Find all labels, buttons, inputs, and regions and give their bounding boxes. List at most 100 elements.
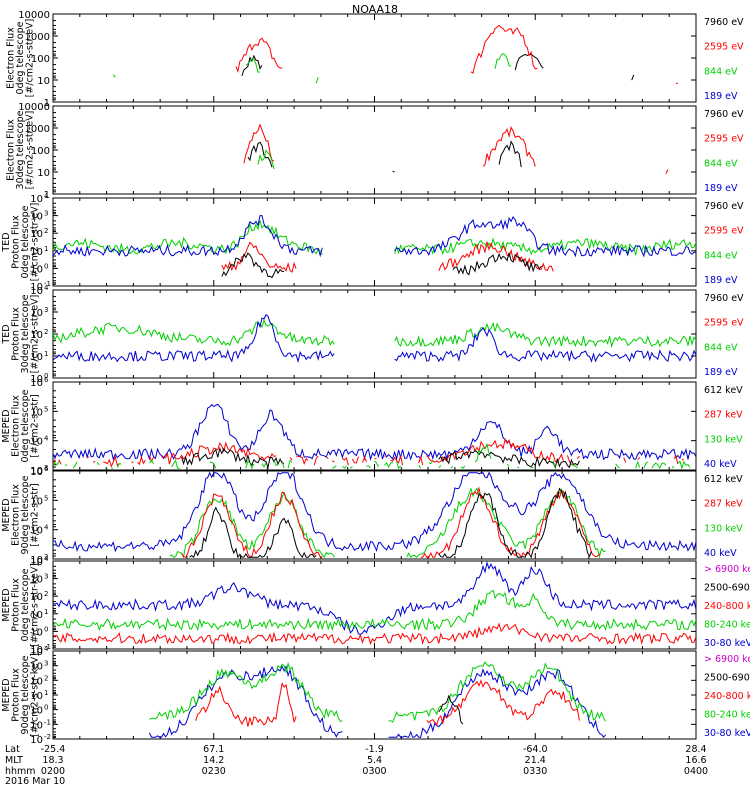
x-tick-label: -25.4 — [41, 744, 66, 755]
ylabel-line: [#/cm2-s-str-eV] — [29, 295, 40, 374]
ylabel-line: Proton Flux — [10, 668, 21, 722]
ylabel-line: 0deg telescope — [20, 389, 31, 462]
legend-entry: > 6900 keV — [704, 654, 750, 665]
series-group — [53, 403, 696, 468]
ylabel-line: Proton Flux — [10, 578, 21, 632]
x-tick-label: 0400 — [684, 766, 708, 777]
ytick-label: 10000 — [18, 10, 50, 21]
ytick-label: 10 — [30, 627, 43, 638]
ylabel-line: Proton Flux — [10, 215, 21, 269]
ytick-label: 10 — [30, 308, 43, 319]
legend-entry: 287 keV — [704, 499, 743, 510]
series-line — [235, 24, 678, 84]
panel-ted-e-0: 10000 1000 100 10 1 Electron Flux0deg telesco… — [6, 10, 745, 109]
ytick-exponent: 1 — [44, 689, 48, 697]
ylabel: Electron Flux30deg telescope[#/cm2-s-str… — [6, 110, 36, 189]
ytick-label: 10 — [30, 557, 43, 568]
series-group — [148, 661, 607, 738]
ytick-label: 10 — [30, 194, 43, 205]
series-line — [149, 661, 607, 723]
ytick-label: 10 — [30, 676, 43, 687]
ylabel-line: [#/cm2-s-str] — [29, 394, 40, 457]
ylabel: MEPEDElectron Flux90deg telescope[#/cm2-… — [1, 475, 41, 554]
ytick-exponent: 4 — [44, 192, 49, 200]
panel-ted-e-30: 10000 1000 100 10 1 Electron Flux30deg telesc… — [6, 102, 745, 201]
ytick-label: 10 — [30, 330, 43, 341]
ytick-exponent: 2 — [44, 674, 48, 682]
panel-frame — [52, 105, 697, 195]
panel-frame — [52, 289, 697, 379]
ylabel: MEPEDProton Flux0deg telescope[#/cm2-s-s… — [1, 563, 41, 647]
ylabel: TEDProton Flux0deg telescope[#/cm2-s-str… — [1, 203, 41, 282]
series-line — [53, 403, 696, 462]
ytick-exponent: -1 — [44, 718, 51, 726]
x-tick-label: 28.4 — [685, 744, 706, 755]
legend-entry: 30-80 keV — [704, 728, 750, 739]
legend-entry: > 6900 keV — [704, 564, 750, 575]
ylabel-line: TED — [1, 232, 12, 252]
ytick-label: 10 — [30, 735, 43, 746]
ylabel-line: MEPED — [1, 409, 12, 442]
legend-entry: 40 keV — [704, 548, 737, 559]
series-line — [53, 314, 696, 364]
series-line — [53, 561, 696, 636]
series-line — [53, 439, 694, 466]
series-line — [53, 589, 696, 632]
ylabel-line: MEPED — [1, 678, 12, 711]
series-line — [258, 150, 662, 169]
ylabel-line: Electron Flux — [10, 395, 21, 457]
legend-entry: 7960 eV — [704, 109, 744, 120]
ytick-exponent: 5 — [44, 494, 48, 502]
x-tick-label: 21.4 — [525, 755, 546, 766]
legend-entry: 2595 eV — [704, 134, 744, 145]
panel-frame — [52, 13, 697, 103]
ylabel-line: [#/cm2-s-str] — [29, 483, 40, 546]
legend-entry: 2595 eV — [704, 42, 744, 53]
ylabel-line: MEPED — [1, 588, 12, 621]
ytick-exponent: 4 — [44, 435, 49, 443]
legend-entry: 844 eV — [704, 66, 738, 77]
ylabel-line: [#/cm2-s-str-eV] — [25, 111, 36, 190]
ylabel-line: 90deg telescope — [20, 475, 31, 554]
ylabel-line: Electron Flux — [6, 27, 17, 89]
ytick-label: 10 — [30, 467, 43, 478]
x-row-label: MLT — [5, 755, 23, 766]
ytick-label: 10 — [30, 645, 43, 656]
ytick-label: 10 — [30, 592, 43, 603]
legend-entry: 189 eV — [704, 367, 738, 378]
ylabel: MEPEDElectron Flux0deg telescope[#/cm2-s… — [1, 389, 41, 462]
series-line — [53, 622, 696, 646]
ylabel-line: 30deg telescope — [15, 110, 26, 189]
ytick-label: 100 — [31, 146, 50, 157]
legend-entry: 40 keV — [704, 459, 737, 470]
legend-entry: 30-80 keV — [704, 638, 750, 649]
series-line — [53, 215, 696, 258]
x-tick-label: 5.4 — [367, 755, 382, 766]
ytick-label: 10 — [30, 720, 43, 731]
ytick-label: 1 — [44, 98, 50, 109]
ytick-label: 10 — [30, 282, 43, 293]
ytick-label: 100 — [31, 54, 50, 65]
ytick-exponent: 1 — [44, 245, 48, 253]
series-group — [113, 24, 694, 84]
legend-entry: 189 eV — [704, 91, 738, 102]
x-row-label: hhmm — [5, 766, 36, 777]
ytick-exponent: 0 — [44, 372, 48, 380]
series-line — [244, 125, 696, 176]
ytick-exponent: 0 — [44, 704, 48, 712]
ytick-exponent: 3 — [44, 660, 48, 668]
series-line — [169, 487, 606, 559]
legend-entry: 80-240 keV — [704, 710, 750, 721]
ytick-exponent: 3 — [44, 210, 48, 218]
ytick-exponent: 6 — [44, 465, 49, 473]
legend-entry: 2595 eV — [704, 318, 744, 329]
ylabel-line: [#/cm2-s-str-keV] — [29, 563, 40, 647]
ytick-label: 10 — [30, 229, 43, 240]
series-line — [189, 487, 592, 559]
x-tick-label: 0330 — [523, 766, 547, 777]
ytick-label: 10 — [30, 526, 43, 537]
ytick-label: 10 — [30, 555, 43, 566]
